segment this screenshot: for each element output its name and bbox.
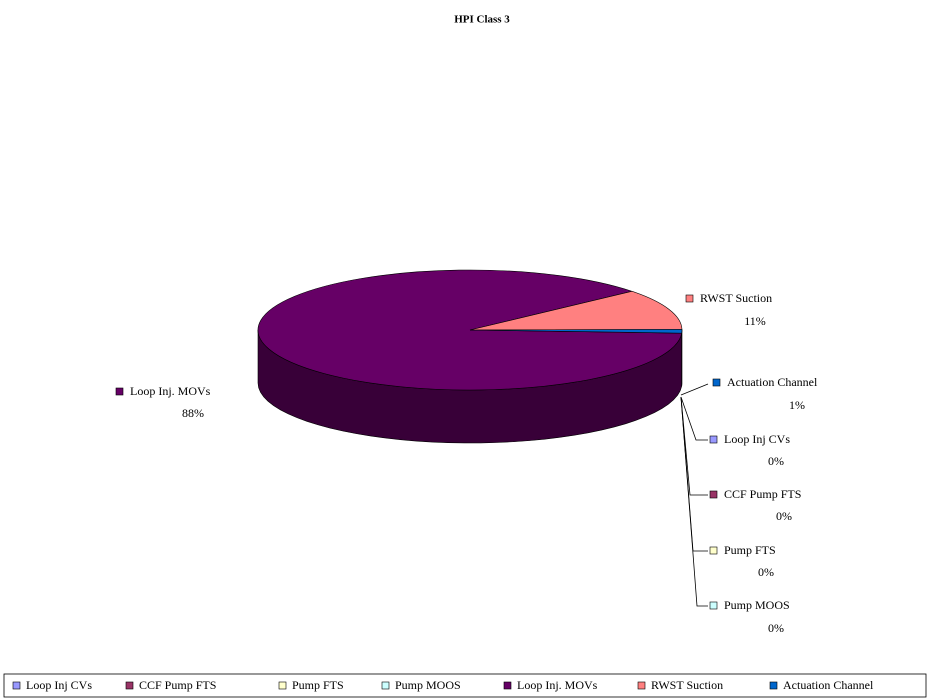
legend-label: CCF Pump FTS xyxy=(139,678,216,692)
legend-key xyxy=(125,681,134,690)
data-label-value: 11% xyxy=(744,314,766,328)
slice xyxy=(469,329,683,334)
label-key xyxy=(709,435,718,444)
label-key xyxy=(709,601,718,610)
legend-key xyxy=(769,681,778,690)
leader-line xyxy=(680,396,708,496)
data-label-value: 0% xyxy=(776,509,792,523)
data-label-name: Loop Inj. MOVs xyxy=(130,384,211,398)
data-label-name: Pump FTS xyxy=(724,543,776,557)
label-key xyxy=(685,294,694,303)
slice xyxy=(257,269,683,391)
label-key xyxy=(115,387,124,396)
data-label-value: 0% xyxy=(758,565,774,579)
legend-key xyxy=(381,681,390,690)
data-label-value: 0% xyxy=(768,454,784,468)
label-key xyxy=(709,546,718,555)
legend-label: RWST Suction xyxy=(651,678,723,692)
leader-line xyxy=(680,396,708,552)
label-key xyxy=(709,490,718,499)
legend-label: Loop Inj CVs xyxy=(26,678,92,692)
legend-label: Pump MOOS xyxy=(395,678,461,692)
data-label-name: CCF Pump FTS xyxy=(724,487,801,501)
data-label-value: 1% xyxy=(789,398,805,412)
label-key xyxy=(712,378,721,387)
legend-label: Actuation Channel xyxy=(783,678,874,692)
data-label-value: 0% xyxy=(768,621,784,635)
legend-key xyxy=(637,681,646,690)
data-label-name: Actuation Channel xyxy=(727,375,818,389)
data-label-value: 88% xyxy=(182,406,204,420)
chart-title: HPI Class 3 xyxy=(454,14,510,26)
data-label-name: Pump MOOS xyxy=(724,598,790,612)
legend-key xyxy=(278,681,287,690)
legend-key xyxy=(12,681,21,690)
data-label-name: Loop Inj CVs xyxy=(724,432,790,446)
legend-label: Pump FTS xyxy=(292,678,344,692)
legend-box xyxy=(3,673,927,698)
leader-line xyxy=(680,383,709,396)
slice xyxy=(469,290,683,331)
leader-line xyxy=(680,396,708,607)
legend-key xyxy=(503,681,512,690)
leader-line xyxy=(680,396,708,441)
data-label-name: RWST Suction xyxy=(700,291,772,305)
legend-label: Loop Inj. MOVs xyxy=(517,678,598,692)
